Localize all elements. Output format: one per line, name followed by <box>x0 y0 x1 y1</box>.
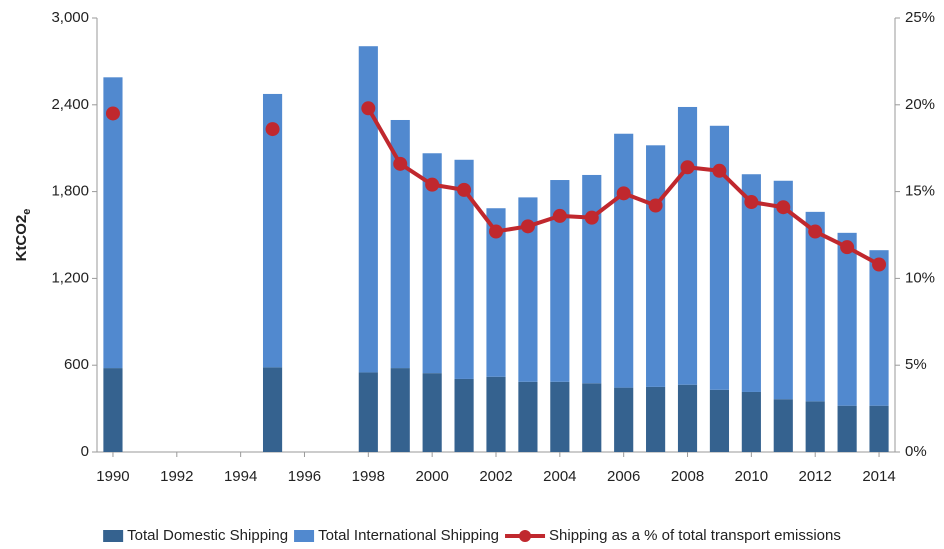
y-tick-label: 0 <box>81 443 89 460</box>
legend-swatch <box>294 530 315 542</box>
line-point <box>776 200 791 215</box>
line-point <box>105 106 120 121</box>
bar <box>614 387 634 452</box>
x-tick-label: 2008 <box>671 468 704 485</box>
x-tick-label: 1994 <box>224 468 257 485</box>
line-point <box>840 240 855 255</box>
bar <box>773 399 793 452</box>
legend-swatch <box>103 530 124 542</box>
bar <box>709 125 730 390</box>
bar <box>614 133 634 388</box>
x-tick-label: 2012 <box>799 468 832 485</box>
line-point <box>265 122 280 137</box>
bar <box>709 389 730 452</box>
bar <box>805 401 825 452</box>
bar <box>582 383 602 452</box>
bar <box>550 180 570 382</box>
bar <box>454 159 474 379</box>
legend-swatch-point <box>519 530 532 542</box>
line-point <box>680 160 695 175</box>
bar <box>262 367 283 452</box>
line-point <box>520 219 535 234</box>
line-point <box>616 186 631 201</box>
bar <box>550 381 570 452</box>
x-tick-label: 2004 <box>543 468 576 485</box>
bar <box>646 145 666 387</box>
bar <box>646 386 666 452</box>
bar <box>262 93 283 368</box>
bar <box>358 372 378 452</box>
line-point <box>872 257 887 272</box>
line-point <box>744 195 759 210</box>
y-axis-label-main: KtCO2 <box>13 215 30 262</box>
bar <box>358 46 378 373</box>
bar <box>486 376 506 452</box>
y-tick-label: 1,200 <box>51 269 89 286</box>
x-tick-label: 2002 <box>479 468 512 485</box>
bar <box>390 368 410 452</box>
line-point <box>584 210 599 225</box>
line-point <box>489 224 503 239</box>
y2-tick-label: 0% <box>905 443 927 460</box>
bar <box>837 405 857 452</box>
x-tick-label: 2010 <box>735 468 768 485</box>
bar <box>677 384 698 452</box>
y2-tick-label: 10% <box>905 269 935 286</box>
bar <box>486 208 506 377</box>
bar <box>741 391 761 452</box>
y-tick-label: 1,800 <box>51 183 89 200</box>
legend-label: Total International Shipping <box>318 527 499 544</box>
bar <box>869 250 889 406</box>
x-tick-label: 1992 <box>160 468 193 485</box>
y2-tick-label: 15% <box>905 183 935 200</box>
y-tick-label: 2,400 <box>51 96 89 113</box>
x-tick-label: 2000 <box>415 468 448 485</box>
bar <box>422 153 442 374</box>
legend-label: Total Domestic Shipping <box>127 527 288 544</box>
bar <box>837 232 857 406</box>
line-point <box>552 208 567 223</box>
bar <box>869 405 889 452</box>
x-tick-label: 1996 <box>288 468 321 485</box>
line-point <box>425 177 440 192</box>
y2-tick-label: 5% <box>905 356 927 373</box>
y-tick-label: 3,000 <box>51 9 89 26</box>
bar <box>741 174 761 392</box>
line-point <box>648 198 663 213</box>
x-tick-label: 1990 <box>96 468 129 485</box>
line-point <box>457 182 472 197</box>
bar <box>518 197 538 382</box>
bar <box>422 373 442 452</box>
y-axis-label-sub: e <box>21 209 33 215</box>
y-tick-label: 600 <box>64 356 89 373</box>
bar <box>103 77 123 369</box>
bar <box>454 378 474 452</box>
y2-tick-label: 25% <box>905 9 935 26</box>
line-point <box>393 156 408 171</box>
x-tick-label: 2006 <box>607 468 640 485</box>
bar <box>518 381 538 452</box>
bar <box>805 211 825 402</box>
bar <box>390 119 410 369</box>
bar <box>103 368 123 452</box>
x-tick-label: 2014 <box>862 468 895 485</box>
bar <box>773 180 793 400</box>
line-point <box>712 163 727 178</box>
y2-tick-label: 20% <box>905 96 935 113</box>
line-point <box>361 101 376 116</box>
bar <box>582 174 602 384</box>
line-point <box>808 224 823 239</box>
legend-label: Shipping as a % of total transport emiss… <box>549 527 841 544</box>
bar <box>677 106 698 385</box>
y-axis-label: KtCO2e <box>13 209 33 262</box>
x-tick-label: 1998 <box>352 468 385 485</box>
